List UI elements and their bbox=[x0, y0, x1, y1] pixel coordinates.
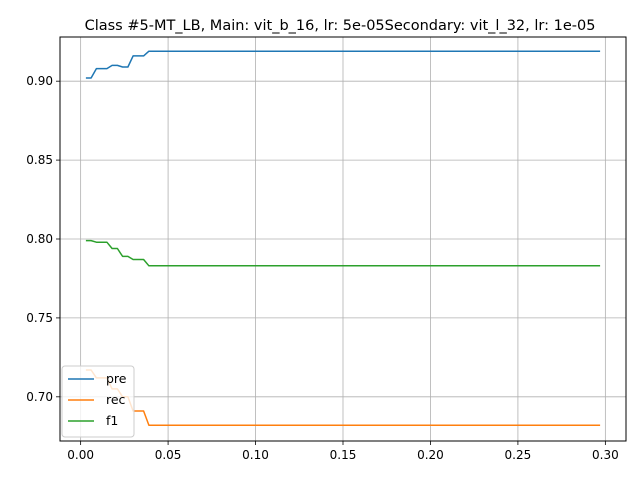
x-tick-label: 0.10 bbox=[242, 448, 269, 462]
legend-label-pre: pre bbox=[106, 371, 127, 386]
series-line-pre bbox=[85, 50, 601, 79]
x-tick-label: 0.00 bbox=[67, 448, 94, 462]
x-tick-label: 0.20 bbox=[417, 448, 444, 462]
legend-box bbox=[61, 365, 135, 438]
legend: pre rec f1 bbox=[61, 365, 135, 438]
legend-label-f1: f1 bbox=[106, 413, 118, 428]
legend-label-rec: rec bbox=[106, 392, 126, 407]
tick-layer: 0.00 0.05 0.10 0.15 0.20 0.25 0.30 0.70 0.75 0.80… bbox=[26, 74, 618, 462]
grid-layer bbox=[60, 37, 626, 441]
y-tick-label: 0.85 bbox=[26, 153, 53, 167]
chart-title: Class #5-MT_LB, Main: vit_b_16, lr: 5e-0… bbox=[85, 18, 596, 34]
series-line-f1 bbox=[85, 239, 601, 267]
y-tick-label: 0.90 bbox=[26, 74, 53, 88]
x-tick-label: 0.30 bbox=[592, 448, 619, 462]
x-tick-label: 0.15 bbox=[330, 448, 357, 462]
y-tick-label: 0.80 bbox=[26, 232, 53, 246]
x-tick-label: 0.05 bbox=[155, 448, 182, 462]
y-tick-label: 0.75 bbox=[26, 311, 53, 325]
y-tick-label: 0.70 bbox=[26, 390, 53, 404]
x-tick-label: 0.25 bbox=[505, 448, 532, 462]
